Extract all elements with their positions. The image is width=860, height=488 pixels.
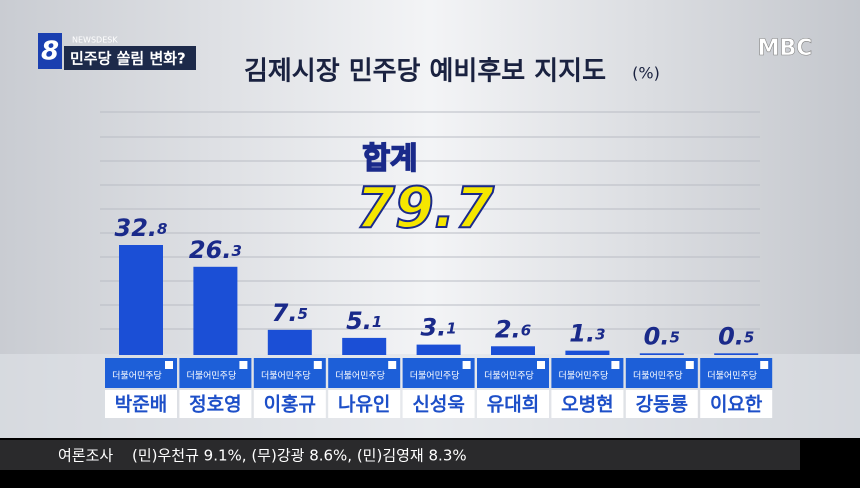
- name-box: [700, 390, 773, 418]
- value-label: 0.5: [718, 322, 754, 350]
- number: 8: [41, 37, 59, 67]
- party-label: 더불어민주당: [112, 371, 162, 382]
- name-box: [179, 390, 252, 418]
- name-box: [328, 390, 401, 418]
- headline-box: [64, 46, 196, 70]
- party-label: 더불어민주당: [261, 371, 311, 382]
- value-label: 5.1: [346, 307, 382, 335]
- value-label: 0.5: [644, 322, 680, 350]
- x-tick-label: 정호영: [189, 394, 241, 416]
- bar: [267, 329, 312, 355]
- x-tick-label: 오병현: [561, 394, 613, 416]
- bar: [342, 337, 387, 355]
- x-tick-label: 이요한: [710, 394, 763, 416]
- bar: [639, 353, 684, 355]
- party-flag: [313, 361, 322, 369]
- party-label: 더불어민주당: [559, 371, 609, 382]
- party-flag: [239, 361, 248, 369]
- party-flag: [388, 361, 397, 369]
- name-box: [625, 390, 698, 418]
- annotation-value: 79.7: [356, 176, 494, 241]
- bar: [565, 350, 610, 355]
- logo: MBC: [758, 36, 813, 61]
- party-label: 더불어민주당: [410, 371, 460, 382]
- value-label: 1.3: [569, 320, 605, 348]
- x-tick-label: 신성욱: [412, 394, 464, 416]
- name-box: [105, 390, 177, 418]
- party-label: 더불어민주당: [633, 371, 683, 382]
- x-tick-label: 유대희: [487, 394, 539, 416]
- x-tick-label: 박준배: [115, 394, 167, 416]
- bar: [416, 344, 461, 355]
- chart-title: 김제시장 민주당 예비후보 지지도: [244, 57, 606, 87]
- annotation-label: 합계: [362, 142, 417, 177]
- value-label: 7.5: [272, 299, 308, 327]
- x-tick-label: 나유인: [338, 394, 390, 416]
- name-box: [477, 390, 549, 418]
- party-flag: [760, 361, 769, 369]
- bar: [491, 346, 535, 355]
- name-box: [253, 390, 326, 418]
- x-tick-label: 이홍규: [264, 393, 316, 416]
- party-flag: [611, 361, 620, 369]
- footer-bar: [0, 440, 800, 470]
- party-label: 더불어민주당: [707, 371, 757, 382]
- footer-label: 여론조사: [58, 447, 113, 465]
- bar: [119, 245, 163, 355]
- party-label: 더불어민주당: [335, 371, 385, 382]
- footer-text: (민)우천규 9.1%, (무)강광 8.6%, (민)김영재 8.3%: [132, 447, 467, 465]
- party-flag: [537, 361, 545, 369]
- value-label: 32.8: [115, 214, 168, 242]
- number-box: [38, 33, 62, 69]
- party-flag: [462, 361, 471, 369]
- x-tick-label: 강동룡: [636, 394, 688, 416]
- party-flag: [685, 361, 694, 369]
- bar: [193, 266, 238, 355]
- brand: NEWSDESK: [72, 36, 118, 45]
- party-label: 더불어민주당: [187, 371, 237, 382]
- value-label: 26.3: [189, 236, 242, 264]
- name-box: [551, 390, 624, 418]
- party-label: 더불어민주당: [484, 371, 534, 382]
- headline: 민주당 쏠림 변화?: [70, 50, 186, 68]
- name-box: [402, 390, 475, 418]
- bar: [714, 353, 759, 355]
- value-label: 3.1: [420, 314, 456, 342]
- unit: (%): [632, 64, 660, 83]
- value-label: 2.6: [495, 315, 531, 343]
- party-flag: [165, 361, 173, 369]
